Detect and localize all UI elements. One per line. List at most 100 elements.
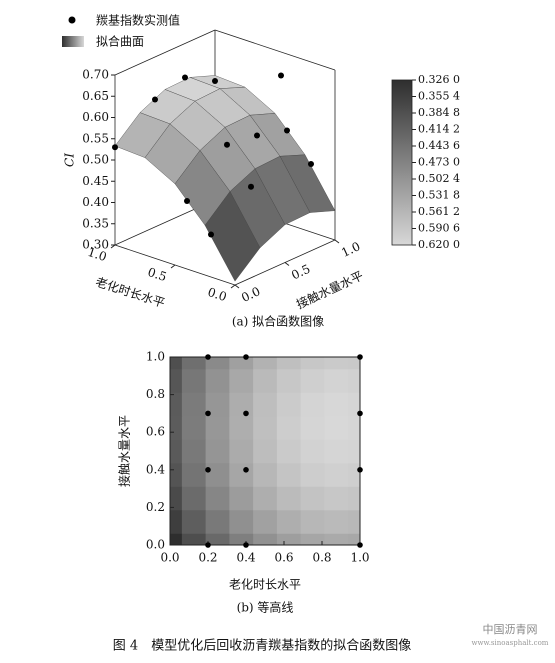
field-cell [205,439,230,464]
colorbar-tick-label: 0.355 4 [418,90,460,103]
design-point [357,354,363,360]
field-cell [348,462,360,487]
z-tick-label: 0.60 [82,110,109,124]
field-cell [170,533,183,545]
field-cell [324,415,349,440]
colorbar-tick-label: 0.473 0 [418,156,460,169]
field-cell [205,533,230,545]
field-cell [253,415,278,440]
colorbar-tick-label: 0.414 2 [418,123,460,136]
design-point [243,354,249,360]
measured-point [248,183,254,190]
x-tick [110,244,116,249]
y-tick [284,262,290,266]
x-tick-label: 0.0 [206,285,228,304]
field-cell [181,392,207,417]
field-cell [253,533,278,545]
field-cell [253,486,278,511]
field-cell [276,462,302,487]
y-tick-label: 0.0 [146,538,165,552]
y-tick [334,239,340,244]
x-tick-label: 1.0 [86,245,108,264]
field-cell [229,509,254,534]
field-cell [229,533,254,545]
x-tick-label: 0.5 [146,265,168,284]
x-tick-label: 1.0 [350,551,369,565]
colorbar-tick-label: 0.531 8 [418,189,460,202]
watermark-url: www.sinoasphalt.com [472,639,549,647]
design-point [357,542,363,548]
field-cell [300,415,325,440]
y-axis-label: 接触水量水平 [117,415,132,487]
field-cell [348,415,360,440]
field-cell [300,392,325,417]
field-cell [253,392,278,417]
field-cell [300,509,325,534]
measured-point [184,198,190,204]
field-cell [324,486,349,511]
measured-point [308,161,314,167]
z-tick-label: 0.30 [82,238,109,252]
y-tick-label: 0.0 [239,284,262,305]
caption-b: (b) 等高线 [237,600,294,615]
measured-point [254,132,260,139]
field-cell [300,357,325,370]
field-cell [170,509,183,534]
field-cell [276,357,302,370]
field-cell [348,509,360,534]
field-cell [229,439,254,464]
design-point [205,542,211,548]
field-cell [276,368,302,393]
z-tick-label: 0.70 [82,68,109,82]
x-axis-label: 老化时长水平 [229,578,301,592]
z-tick-label: 0.50 [82,153,109,167]
field-cell [170,462,183,487]
axis-box-edge [214,29,336,71]
measured-point [208,231,214,238]
field-cell [324,509,349,534]
field-cell [300,462,325,487]
field-cell [205,509,230,534]
field-cell [300,486,325,511]
field-cell [276,486,302,511]
measured-point [152,96,158,103]
field-cell [276,533,302,545]
field-cell [324,357,349,370]
field-cell [181,509,207,534]
field-cell [253,462,278,487]
design-point [243,410,249,417]
field-cell [276,509,302,534]
z-tick-label: 0.65 [82,89,109,103]
field-cell [181,415,207,440]
design-point [205,354,211,360]
design-point [205,467,211,473]
field-cell [253,357,278,370]
field-cell [300,439,325,464]
field-cell [229,486,254,511]
measured-point [212,78,218,84]
measured-point [112,144,118,151]
field-cell [229,368,254,393]
legend-label: 羰基指数实测值 [96,13,180,28]
colorbar-tick-label: 0.443 6 [418,139,460,152]
field-cell [170,439,183,464]
legend-label: 拟合曲面 [96,34,144,49]
field-cell [276,415,302,440]
y-tick-label: 0.4 [146,462,165,476]
y-tick-label: 0.6 [146,425,165,439]
design-point [243,467,249,473]
caption-a: (a) 拟合函数图像 [232,314,324,329]
field-cell [181,439,207,464]
field-cell [205,486,230,511]
field-cell [348,368,360,393]
x-tick-label: 0.8 [312,551,331,565]
design-point [357,410,363,417]
axis-box-edge [114,29,216,76]
field-cell [181,462,207,487]
field-cell [253,439,278,464]
field-cell [348,392,360,417]
field-cell [229,392,254,417]
z-tick-label: 0.45 [82,174,109,188]
field-cell [170,368,183,393]
